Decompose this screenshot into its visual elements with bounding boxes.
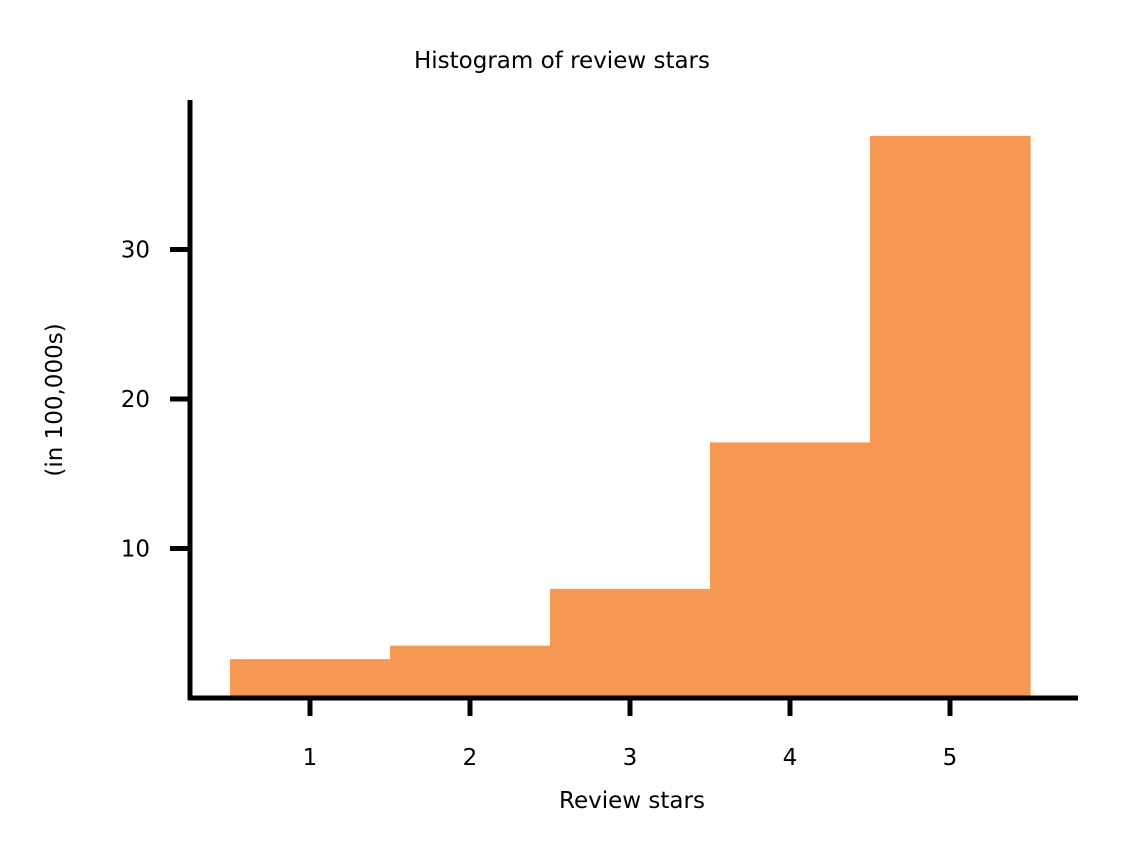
x-axis-label: Review stars xyxy=(559,788,705,814)
y-tick-label: 30 xyxy=(121,238,150,264)
bar-1-stars xyxy=(230,659,391,698)
bar-2-stars xyxy=(390,645,551,698)
x-tick-label: 3 xyxy=(623,745,638,771)
ticks-layer: 1 2 3 4 5 10 20 30 xyxy=(121,238,958,772)
bar-5-stars xyxy=(870,135,1031,698)
y-axis-label: (in 100,000s) xyxy=(42,323,68,476)
x-tick-label: 4 xyxy=(783,745,798,771)
x-tick-label: 5 xyxy=(943,745,958,771)
bars-layer xyxy=(230,135,1031,698)
x-tick-label: 2 xyxy=(463,745,478,771)
bar-3-stars xyxy=(550,588,711,698)
y-tick-label: 10 xyxy=(121,537,150,563)
y-tick-label: 20 xyxy=(121,387,150,413)
bar-4-stars xyxy=(710,442,871,698)
x-tick-label: 1 xyxy=(303,745,318,771)
chart-title: Histogram of review stars xyxy=(414,48,710,74)
